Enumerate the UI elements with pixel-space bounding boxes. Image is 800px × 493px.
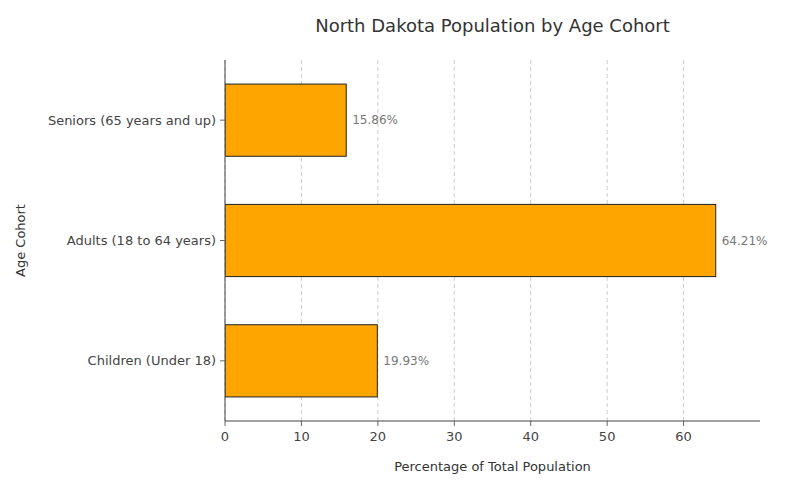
y-axis: Children (Under 18) Adults (18 to 64 year… — [48, 113, 225, 369]
tick-label: 30 — [446, 429, 463, 444]
tick-label: 20 — [370, 429, 387, 444]
x-axis-line — [225, 421, 760, 422]
category-label: Adults (18 to 64 years) — [67, 233, 216, 248]
bars — [225, 84, 716, 397]
data-label: 64.21% — [722, 234, 768, 248]
data-label: 19.93% — [383, 354, 429, 368]
tick-mark — [220, 120, 225, 121]
tick-mark — [530, 421, 531, 426]
tick-mark — [220, 360, 225, 361]
tick-mark — [301, 421, 302, 426]
bar — [225, 325, 377, 397]
category-label: Seniors (65 years and up) — [48, 113, 216, 128]
data-labels: 19.93% 64.21% 15.86% — [352, 113, 767, 368]
data-label: 15.86% — [352, 113, 398, 127]
chart: 0 10 20 30 40 50 60 19.93% 64.21% 15.86% Children … — [0, 0, 800, 493]
category-label: Children (Under 18) — [88, 353, 216, 368]
y-axis-label: Age Cohort — [13, 204, 28, 277]
tick-mark — [225, 421, 226, 426]
title: North Dakota Population by Age Cohort — [315, 15, 670, 36]
tick-mark — [607, 421, 608, 426]
tick-mark — [454, 421, 455, 426]
chart-container: 0 10 20 30 40 50 60 19.93% 64.21% 15.86% Children … — [0, 0, 800, 493]
bar — [225, 204, 716, 276]
tick-mark — [220, 240, 225, 241]
tick-mark — [377, 421, 378, 426]
x-axis-label: Percentage of Total Population — [394, 459, 591, 474]
tick-label: 40 — [522, 429, 539, 444]
tick-label: 10 — [293, 429, 310, 444]
tick-label: 0 — [221, 429, 229, 444]
tick-label: 60 — [675, 429, 692, 444]
bar — [225, 84, 346, 156]
x-axis: 0 10 20 30 40 50 60 — [221, 421, 692, 444]
tick-label: 50 — [599, 429, 616, 444]
tick-mark — [683, 421, 684, 426]
